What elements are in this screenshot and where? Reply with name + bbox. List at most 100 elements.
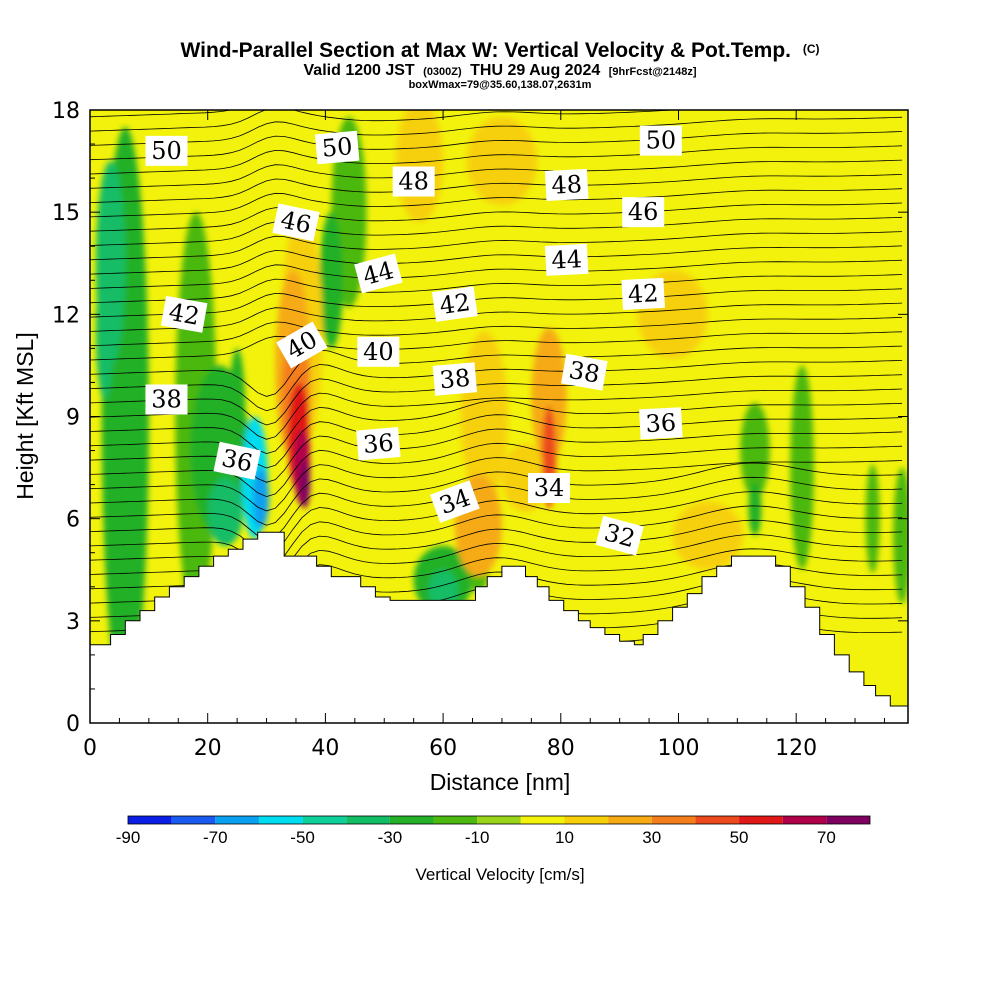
isentrope-label-box: [392, 166, 435, 197]
colorbar-swatch: [826, 816, 870, 824]
isentrope-line: [90, 110, 679, 132]
colorbar-swatch: [477, 816, 521, 824]
isentrope-label: 50: [145, 135, 188, 166]
isentrope-line: [90, 116, 903, 146]
colorbar-tick-label: 50: [730, 828, 749, 847]
isentrope-label-text: 36: [645, 409, 677, 439]
colorbar-swatch: [782, 816, 827, 824]
y-tick-label: 0: [66, 712, 80, 737]
isentrope-label-box: [314, 130, 360, 165]
velocity-cell: [252, 467, 269, 529]
isentrope-label-box: [544, 168, 589, 202]
colorbar-frame: [127, 815, 871, 825]
isentrope-line: [90, 360, 903, 412]
x-tick-label: 40: [311, 736, 339, 761]
isentrope-label-text: 46: [278, 206, 314, 240]
isentrope-line: [90, 457, 903, 512]
x-tick-label: 100: [657, 736, 699, 761]
velocity-cell: [299, 460, 311, 509]
colorbar-swatch: [695, 816, 740, 824]
x-tick-label: 20: [194, 736, 222, 761]
colorbar-tick-label: -50: [290, 828, 315, 847]
isentrope-line: [90, 174, 903, 203]
isentrope-line: [90, 216, 903, 246]
colorbar-swatch: [215, 816, 259, 824]
isentrope-label-box: [561, 353, 608, 391]
isentrope-label-text: 48: [551, 170, 583, 200]
isentrope-label-box: [354, 253, 403, 294]
isentrope-label-text: 42: [627, 279, 659, 309]
colorbar-swatch: [433, 816, 478, 824]
isentrope-label-text: 34: [534, 474, 565, 502]
y-tick-label: 15: [52, 201, 80, 226]
colorbar-tick-label: -90: [116, 828, 141, 847]
isentrope-label-box: [429, 480, 480, 523]
y-tick-label: 18: [52, 99, 80, 124]
isentrope-label: 36: [356, 426, 401, 461]
isentrope-label-text: 44: [551, 245, 583, 275]
isentrope-label: 48: [392, 166, 435, 197]
y-tick-label: 9: [66, 406, 80, 431]
colorbar-swatch: [171, 816, 216, 824]
isentrope-label-text: 38: [438, 364, 471, 395]
colorbar: -90 -70 -50 -30 -10 10 30 50 70: [116, 815, 871, 847]
isentrope-line: [90, 476, 903, 540]
isentrope-label-box: [622, 197, 665, 228]
isentrope-label-text: 38: [567, 356, 602, 389]
valid-date: THU 29 Aug 2024: [470, 62, 600, 79]
isentrope-label: 44: [354, 253, 403, 294]
colorbar-tick-label: -30: [378, 828, 403, 847]
velocity-cell: [790, 365, 814, 570]
isentrope-label: 46: [622, 197, 665, 228]
box-wmax-line: boxWmax=79@35.60,138.07,2631m: [409, 79, 592, 91]
isentrope-label-box: [432, 362, 478, 396]
isentrope-label: 40: [357, 336, 400, 367]
isentrope-line: [90, 317, 903, 347]
isentrope-line: [90, 202, 903, 232]
y-tick-label: 6: [66, 508, 80, 533]
isentrope-label: 42: [431, 286, 478, 322]
isentrope-label: 46: [272, 203, 320, 242]
isentrope-line: [90, 188, 903, 218]
isentrope-label-box: [145, 135, 188, 166]
isentrope-label-box: [621, 277, 665, 310]
velocity-cell: [531, 327, 567, 465]
isentrope-label-box: [639, 407, 683, 440]
isentrope-line: [90, 491, 903, 555]
isentrope-label-box: [357, 336, 400, 367]
isentrope-line: [90, 462, 903, 526]
isentrope-label-box: [145, 384, 188, 415]
isentrope-line: [90, 374, 903, 426]
isentrope-label-text: 48: [398, 168, 429, 196]
x-tick-label: 80: [547, 736, 575, 761]
y-tick-label: 12: [52, 303, 80, 328]
isentrope-label-box: [595, 515, 644, 556]
chart-title: Wind-Parallel Section at Max W: Vertical…: [180, 39, 819, 62]
colorbar-swatch: [128, 816, 172, 824]
velocity-cell: [748, 481, 762, 536]
isentrope-line: [90, 259, 903, 289]
isentrope-label: 42: [621, 277, 665, 310]
isentrope-label: 32: [595, 515, 644, 556]
isentrope-line: [90, 505, 903, 569]
isentrope-line: [90, 388, 903, 440]
terrain: [90, 531, 908, 723]
isentrope-label-box: [528, 473, 571, 504]
isentrope-line: [90, 274, 903, 304]
isentrope-line: [90, 159, 903, 189]
isentrope-label: 50: [639, 125, 682, 156]
valid-prefix: Valid 1200 JST: [304, 62, 415, 79]
isentrope-label-text: 36: [219, 444, 255, 478]
isentrope-line: [90, 345, 903, 397]
isentrope-label: 36: [639, 407, 683, 440]
isentrope-line: [90, 331, 903, 361]
colorbar-tick-label: -70: [203, 828, 228, 847]
isentrope-label-box: [544, 243, 589, 276]
isentrope-label-text: 36: [362, 428, 395, 459]
isentrope-label-box: [213, 441, 261, 480]
velocity-cell: [95, 263, 114, 400]
title-main: Wind-Parallel Section at Max W: Vertical…: [180, 39, 791, 62]
y-tick-label: 3: [66, 610, 80, 635]
isentrope-label-text: 46: [628, 198, 659, 226]
